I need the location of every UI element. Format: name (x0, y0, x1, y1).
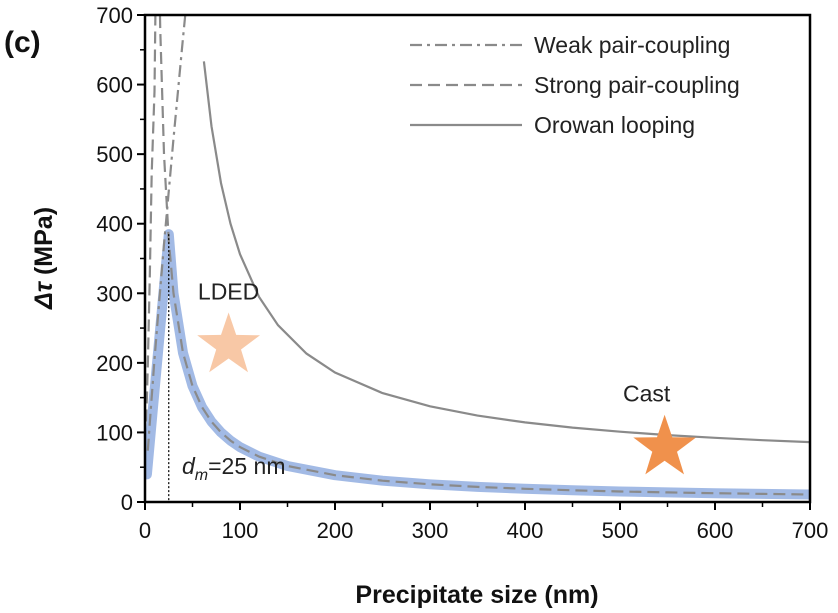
legend: Weak pair-coupling Strong pair-coupling Or… (410, 32, 740, 138)
marker-label: LDED (198, 278, 259, 304)
x-tick-label: 700 (792, 518, 829, 543)
x-axis-title: Precipitate size (nm) (355, 581, 598, 609)
star-marker (633, 414, 696, 475)
x-tick-label: 300 (412, 518, 449, 543)
y-axis-unit: (MPa) (30, 207, 58, 282)
y-axis-symbol: Δτ (30, 280, 58, 310)
y-tick-label: 500 (96, 142, 133, 167)
x-tick-label: 0 (139, 518, 151, 543)
x-tick-label: 500 (602, 518, 639, 543)
marker-label: Cast (623, 381, 671, 407)
y-tick-label: 0 (121, 490, 133, 515)
y-tick-label: 300 (96, 281, 133, 306)
y-tick-label: 600 (96, 73, 133, 98)
dm-symbol: d (182, 453, 196, 479)
series-dashed-line (145, 15, 810, 496)
legend-label: Weak pair-coupling (534, 32, 730, 58)
axis-ticks: 0 100 200 300 400 500 600 700 0 100 200 300 400 500 60… (96, 3, 828, 543)
legend-label: Strong pair-coupling (534, 72, 740, 98)
x-tick-label: 600 (697, 518, 734, 543)
x-tick-label: 100 (222, 518, 259, 543)
dm-value: =25 nm (208, 453, 285, 479)
star-marker (197, 312, 260, 373)
y-tick-label: 700 (96, 3, 133, 28)
x-tick-label: 400 (507, 518, 544, 543)
markers: LDED Cast (197, 278, 696, 475)
y-axis-title: Δτ (MPa) (30, 207, 58, 310)
y-tick-label: 400 (96, 212, 133, 237)
y-tick-label: 200 (96, 351, 133, 376)
series-dashdot-line (146, 15, 187, 451)
legend-label: Orowan looping (534, 112, 695, 138)
x-tick-label: 200 (317, 518, 354, 543)
panel-label: (c) (4, 26, 41, 59)
dm-subscript: m (195, 467, 208, 484)
series-solid-line (202, 61, 810, 444)
dm-annotation: dm=25 nm (182, 453, 285, 484)
y-tick-label: 100 (96, 420, 133, 445)
